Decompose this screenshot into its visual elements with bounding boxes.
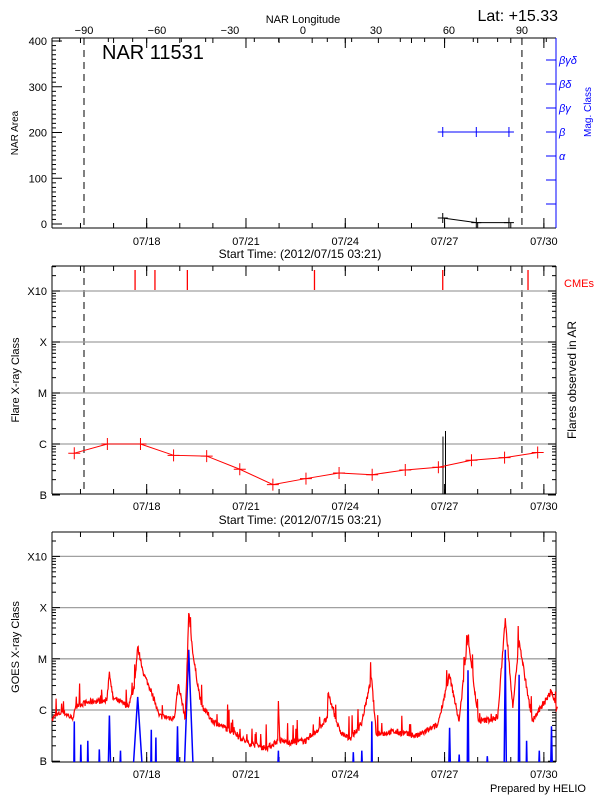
top-x-tick-label: 07/21 [232,236,260,248]
flare-background-point [167,449,180,462]
bot-x-tick-label: 07/24 [332,769,360,781]
mag-class-axis-title: Mag. Class [583,87,594,137]
flare-background-point [233,463,246,476]
mid-y-tick-label: C [39,439,47,451]
area-point [471,217,482,228]
mid-y-tick-label: B [40,490,47,502]
longitude-tick-label: 90 [516,25,528,37]
mag-class-tick-label: α [559,151,566,163]
mag-class-point [503,127,514,137]
plot-layers: 07/18 07/21 07/24 07/27 07/300100200300400−9… [27,25,577,781]
longitude-tick-label: −90 [75,25,94,37]
bot-y-tick-label: X [40,603,48,615]
flare-background-point [333,467,346,479]
mid-y-tick-label: X [40,337,48,349]
area-point [437,213,448,224]
longitude-axis-title: NAR Longitude [266,14,341,26]
mag-class-tick-label: βγ [558,103,572,115]
credit-label: Prepared by HELIO [490,783,586,795]
mid-x-tick-label: 07/30 [530,501,558,513]
bot-y-tick-label: B [40,756,47,768]
longitude-tick-label: 30 [370,25,382,37]
bot-x-tick-label: 07/27 [431,769,459,781]
middle-x-axis-title: Start Time: (2012/07/15 03:21) [219,513,382,527]
mid-x-tick-label: 07/18 [133,501,161,513]
flares-observed-axis-title: Flares observed in AR [565,321,579,439]
flare-background-point [101,438,114,450]
top-y-tick-label: 0 [41,219,47,231]
region-label: NAR 11531 [102,42,204,64]
flare-background-point [366,468,379,481]
mid-x-tick-label: 07/27 [431,501,459,513]
flare-background-point [465,454,478,467]
bot-x-tick-label: 07/21 [232,769,260,781]
goes-long-channel-line [51,612,558,753]
bot-y-tick-label: C [39,705,47,717]
flare-background-point [399,463,412,476]
flare-background-point [432,461,445,474]
flare-background-point [299,472,312,485]
flare-background-point [498,451,511,464]
nar-area-axis-title: NAR Area [10,110,21,155]
flare-class-axis-title: Flare X-ray Class [10,337,22,422]
mid-y-tick-label: M [38,388,47,400]
mag-class-point [471,127,482,137]
mag-class-tick-label: β [558,127,566,139]
mag-class-tick-label: βγδ [558,55,578,67]
longitude-tick-label: −60 [148,25,167,37]
longitude-tick-label: 60 [443,25,455,37]
goes-short-channel-line [73,649,553,763]
cmes-label: CMEs [564,278,594,290]
longitude-tick-label: 0 [300,25,306,37]
top-x-tick-label: 07/30 [530,236,558,248]
bot-x-tick-label: 07/30 [530,769,558,781]
top-x-tick-label: 07/24 [332,236,360,248]
mag-class-point [437,127,448,137]
area-point [503,217,514,228]
mid-y-tick-label: X10 [27,286,47,298]
flare-background-point [266,478,279,491]
lat-label: Lat: +15.33 [477,8,558,25]
mid-x-tick-label: 07/21 [232,501,260,513]
mag-class-tick-label: βδ [558,79,572,91]
flare-background-point [68,447,81,460]
flare-background-point [134,438,147,450]
top-y-tick-label: 400 [29,36,47,48]
bot-x-tick-label: 07/18 [133,769,161,781]
top-y-tick-label: 300 [29,82,47,94]
mid-x-tick-label: 07/24 [332,501,360,513]
top-x-tick-label: 07/18 [133,236,161,248]
longitude-tick-label: −30 [221,25,240,37]
top-y-tick-label: 100 [29,173,47,185]
bot-y-tick-label: M [38,654,47,666]
top-x-tick-label: 07/27 [431,236,459,248]
top-x-axis-title: Start Time: (2012/07/15 03:21) [219,247,382,261]
flare-background-point [531,446,544,459]
goes-class-axis-title: GOES X-ray Class [10,601,22,693]
flare-background-point [200,450,213,463]
top-y-tick-label: 200 [29,128,47,140]
bot-y-tick-label: X10 [27,551,47,563]
